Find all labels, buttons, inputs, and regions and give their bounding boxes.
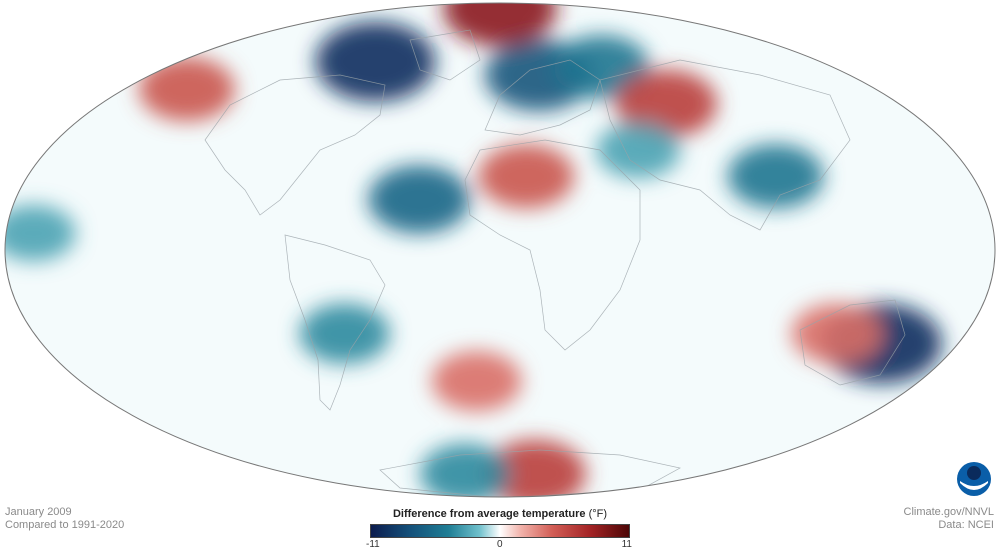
warm-anomaly-region: [791, 303, 882, 364]
legend-min-label: -11: [366, 539, 380, 550]
cold-anomaly-region: [368, 165, 471, 234]
baseline-label: Compared to 1991-2020: [5, 519, 125, 531]
legend-title: Difference from average temperature (°F): [350, 508, 650, 521]
antarctica-outline: [379, 449, 681, 497]
greenland-outline: [409, 29, 481, 81]
globe-background: [5, 3, 995, 497]
data-source-label: Data: NCEI: [938, 519, 994, 531]
cold-anomaly-region: [420, 443, 511, 497]
credit-label: Climate.gov/NNVL: [903, 506, 994, 518]
north-america-outline: [204, 74, 386, 216]
color-legend: Difference from average temperature (°F)…: [350, 508, 650, 551]
legend-title-text: Difference from average temperature: [392, 508, 586, 520]
warm-anomaly-region: [615, 69, 718, 138]
warm-anomaly-region: [478, 144, 575, 209]
legend-zero-label: 0: [497, 539, 503, 550]
australia-outline: [799, 299, 906, 386]
warm-anomaly-region: [483, 439, 586, 497]
warm-anomaly-region: [138, 57, 235, 122]
asia-outline: [599, 59, 851, 231]
date-label: January 2009: [5, 506, 72, 518]
cold-anomaly-region: [5, 205, 76, 262]
cold-anomaly-region: [727, 144, 824, 209]
continent-outlines: [204, 29, 906, 497]
anomaly-layer: [5, 3, 942, 497]
cold-anomaly-region: [596, 122, 681, 179]
cold-anomaly-region: [315, 21, 436, 102]
cold-anomaly-region: [299, 303, 390, 364]
world-temperature-map: [4, 2, 996, 498]
map-credits: Climate.gov/NNVL Data: NCEI: [904, 506, 994, 532]
cold-anomaly-region: [553, 34, 650, 99]
globe-outline: [4, 2, 996, 498]
legend-ticks: -11 0 11: [366, 539, 632, 551]
noaa-logo: [957, 462, 991, 496]
map-date-info: January 2009 Compared to 1991-2020: [5, 506, 124, 532]
south-america-outline: [284, 234, 386, 411]
legend-max-label: 11: [621, 539, 632, 550]
warm-anomaly-region: [443, 3, 557, 47]
legend-unit: (°F): [588, 508, 608, 520]
africa-outline: [464, 139, 641, 351]
legend-color-bar: [370, 524, 630, 538]
warm-anomaly-region: [431, 351, 522, 412]
